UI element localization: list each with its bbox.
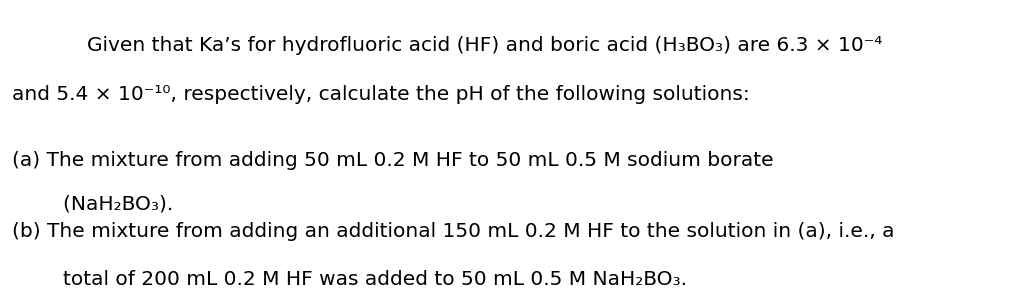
Text: Given that Ka’s for hydrofluoric acid (HF) and boric acid (H₃BO₃) are 6.3 × 10⁻⁴: Given that Ka’s for hydrofluoric acid (H… (87, 36, 881, 55)
Text: (b) The mixture from adding an additional 150 mL 0.2 M HF to the solution in (a): (b) The mixture from adding an additiona… (12, 222, 894, 241)
Text: (NaH₂BO₃).: (NaH₂BO₃). (12, 195, 173, 214)
Text: total of 200 mL 0.2 M HF was added to 50 mL 0.5 M NaH₂BO₃.: total of 200 mL 0.2 M HF was added to 50… (12, 270, 687, 289)
Text: (a) The mixture from adding 50 mL 0.2 M HF to 50 mL 0.5 M sodium borate: (a) The mixture from adding 50 mL 0.2 M … (12, 151, 773, 170)
Text: and 5.4 × 10⁻¹⁰, respectively, calculate the pH of the following solutions:: and 5.4 × 10⁻¹⁰, respectively, calculate… (12, 85, 749, 104)
